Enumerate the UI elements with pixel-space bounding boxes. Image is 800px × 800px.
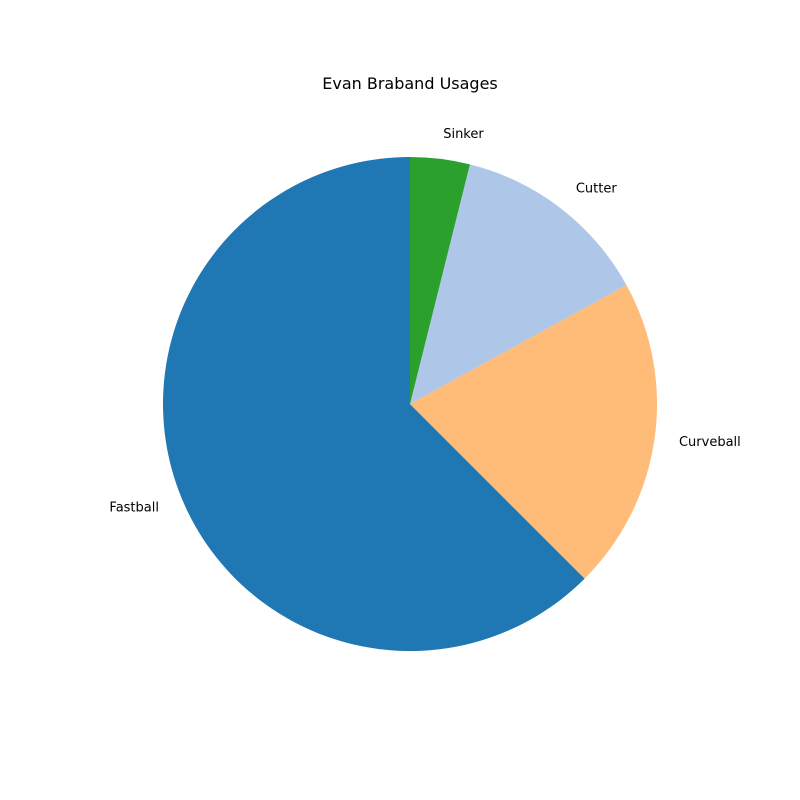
slice-label-cutter: Cutter: [576, 181, 618, 196]
pie-slice-curveball: [410, 285, 658, 579]
slice-label-curveball: Curveball: [679, 435, 741, 450]
slice-label-fastball: Fastball: [109, 500, 159, 515]
pie-slice-cutter: [410, 164, 627, 404]
pie-slices: [163, 157, 658, 651]
pie-labels: Fastball Curveball Cutter Sinker: [109, 127, 740, 516]
chart-title: Evan Braband Usages: [322, 74, 498, 93]
slice-label-sinker: Sinker: [443, 127, 484, 142]
pie-slice-fastball: [163, 157, 585, 651]
pie-slice-sinker: [410, 157, 470, 404]
